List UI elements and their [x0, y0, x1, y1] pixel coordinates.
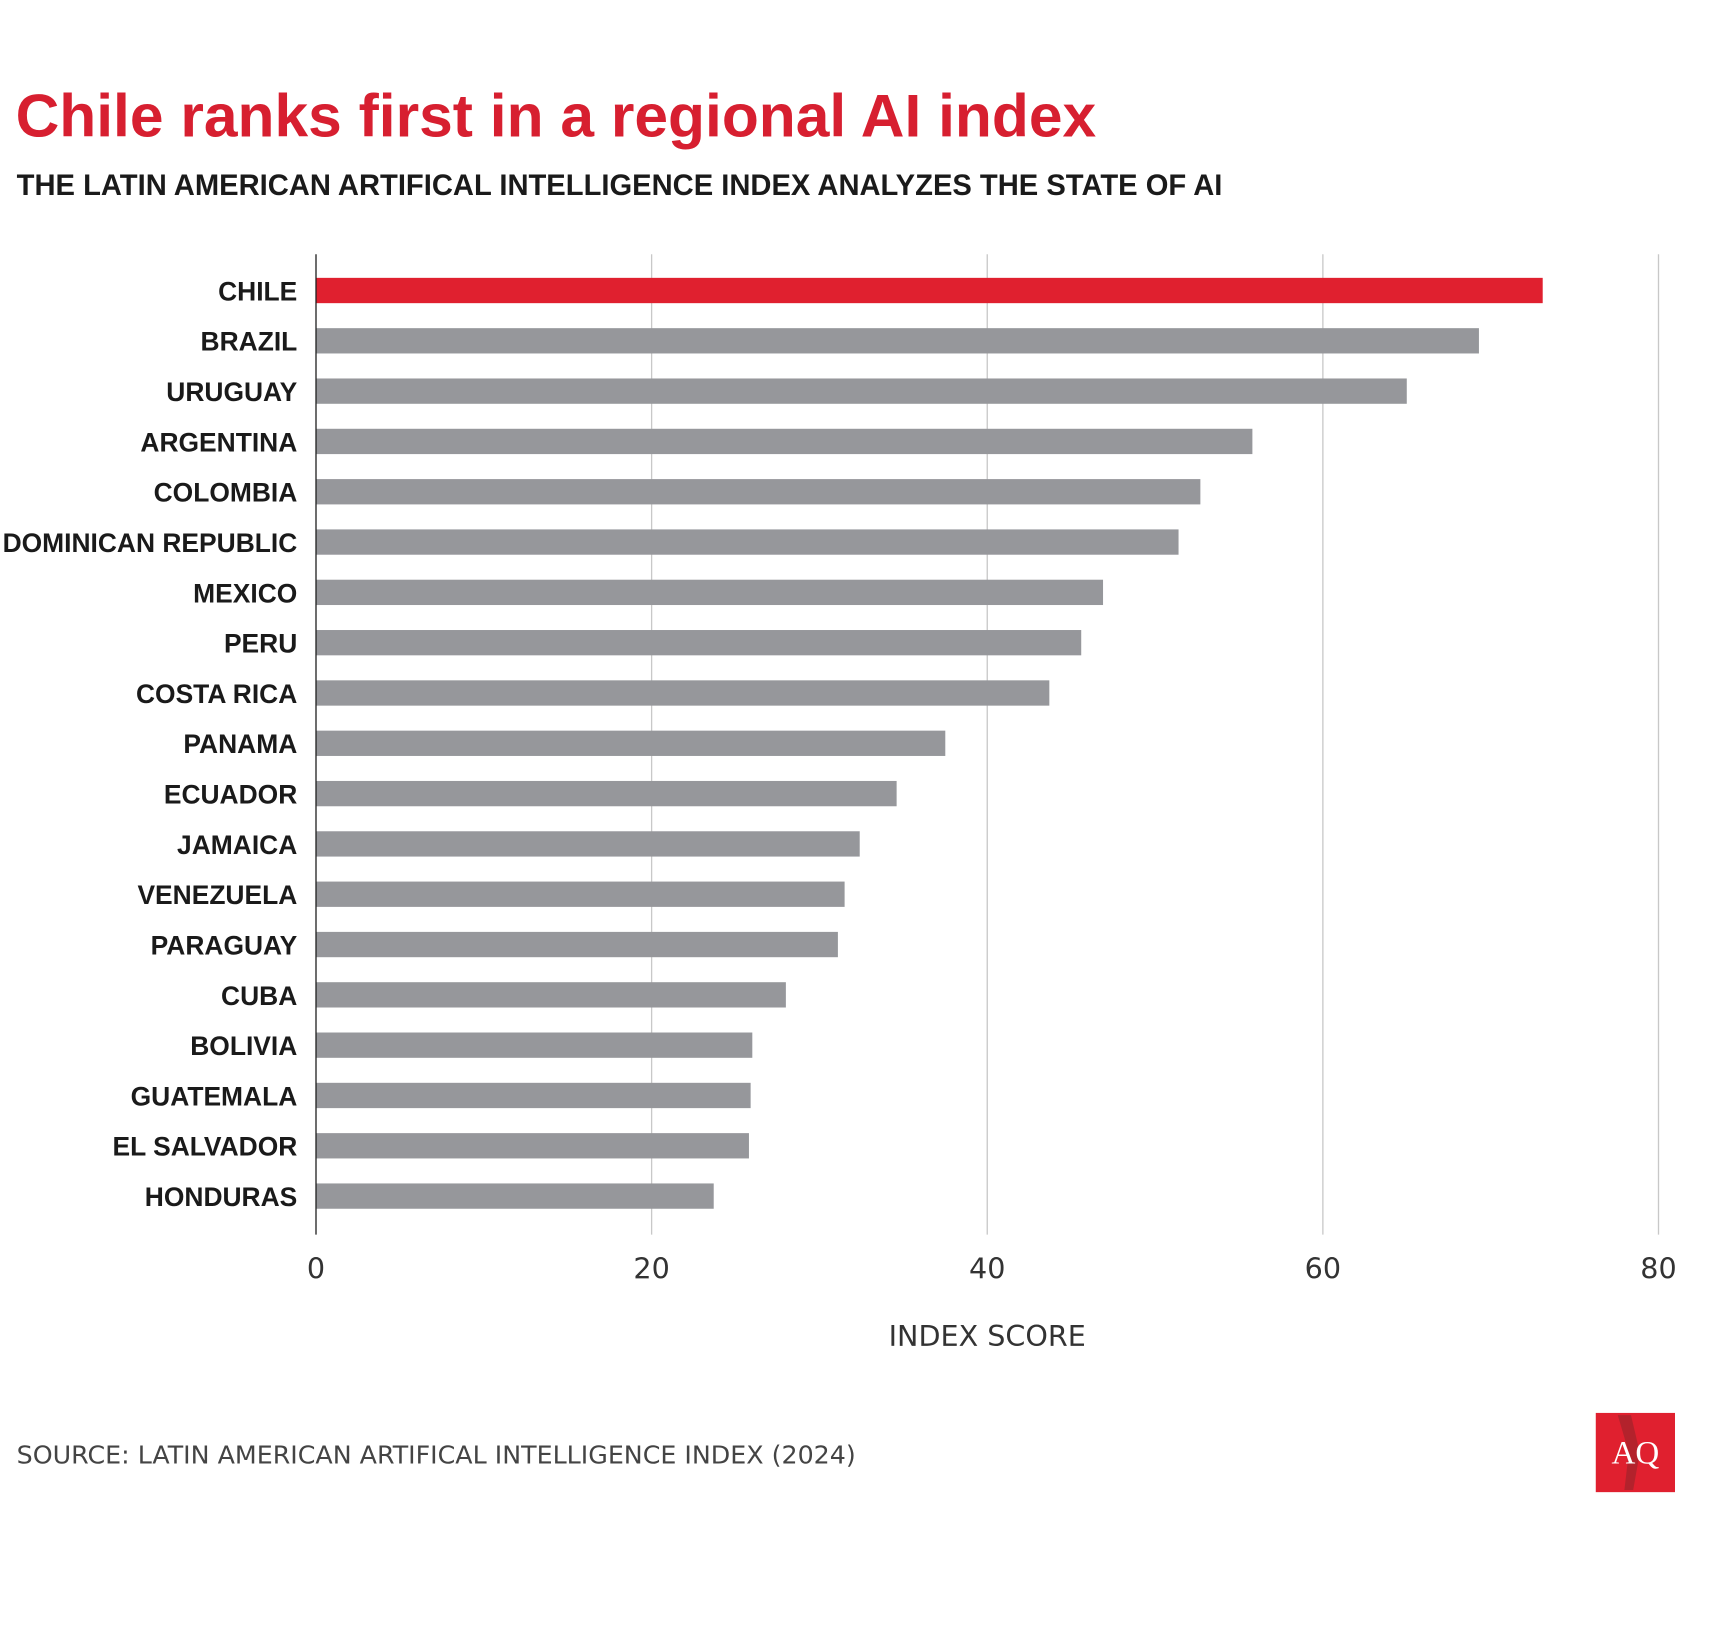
x-tick-label: 60 — [1305, 1252, 1341, 1286]
bar-colombia — [316, 479, 1201, 505]
bar-paraguay — [316, 931, 838, 958]
x-tick-label: 0 — [307, 1252, 325, 1286]
category-label: ECUADOR — [164, 780, 297, 810]
bar-el-salvador — [316, 1133, 749, 1159]
x-tick-label: 80 — [1640, 1252, 1676, 1286]
category-label: PANAMA — [183, 729, 297, 759]
bar-honduras — [316, 1183, 714, 1209]
aq-logo: AQ — [1595, 1412, 1675, 1493]
bar-brazil — [316, 328, 1479, 354]
category-label: CUBA — [221, 981, 297, 1011]
category-label: PARAGUAY — [151, 930, 298, 960]
category-label: PERU — [224, 629, 297, 659]
bars — [316, 277, 1543, 1209]
bar-jamaica — [316, 831, 860, 857]
category-labels: CHILE BRAZIL URUGUAY ARGENTINA COLOMBIA DOMIN… — [3, 276, 298, 1212]
category-label: BOLIVIA — [190, 1031, 297, 1061]
bar-venezuela — [316, 881, 845, 907]
x-axis-title: INDEX SCORE — [889, 1319, 1086, 1353]
chart-subtitle: THE LATIN AMERICAN ARTIFICAL INTELLIGENC… — [17, 170, 1223, 202]
bar-costa-rica — [316, 680, 1050, 706]
x-tick-labels: 0 20 40 60 80 — [307, 1252, 1677, 1286]
category-label: VENEZUELA — [137, 880, 297, 910]
bar-uruguay — [316, 378, 1407, 404]
chart-title: Chile ranks first in a regional AI index — [16, 81, 1097, 149]
category-label: DOMINICAN REPUBLIC — [3, 528, 298, 558]
bar-panama — [316, 730, 946, 756]
category-label: ARGENTINA — [140, 427, 297, 457]
logo-text: AQ — [1612, 1436, 1660, 1472]
x-tick-label: 40 — [969, 1252, 1005, 1286]
bar-bolivia — [316, 1032, 753, 1058]
category-label: HONDURAS — [145, 1182, 297, 1212]
category-label: CHILE — [218, 276, 297, 306]
bar-peru — [316, 630, 1082, 656]
bar-guatemala — [316, 1082, 751, 1109]
category-label: COLOMBIA — [154, 478, 298, 508]
bar-argentina — [316, 428, 1253, 455]
category-label: URUGUAY — [166, 377, 297, 407]
bar-cuba — [316, 982, 786, 1008]
bar-dominican-republic — [316, 529, 1179, 555]
bar-ecuador — [316, 780, 897, 807]
category-label: GUATEMALA — [131, 1081, 298, 1111]
x-tick-label: 20 — [633, 1252, 669, 1286]
category-label: MEXICO — [193, 578, 297, 608]
category-label: COSTA RICA — [136, 679, 297, 709]
category-label: JAMAICA — [177, 830, 297, 860]
bar-chile — [316, 277, 1543, 304]
bar-mexico — [316, 579, 1104, 606]
category-label: BRAZIL — [201, 327, 298, 357]
category-label: EL SALVADOR — [113, 1132, 298, 1162]
source-note: SOURCE: LATIN AMERICAN ARTIFICAL INTELLI… — [17, 1441, 856, 1470]
